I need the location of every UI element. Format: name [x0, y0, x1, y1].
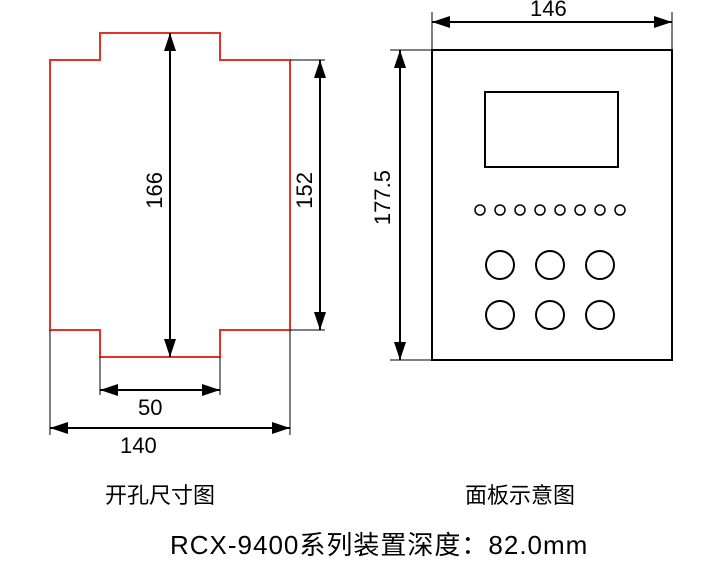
dim-177	[0, 0, 721, 567]
panel-diagram-title: 面板示意图	[465, 478, 575, 510]
bottom-caption: RCX-9400系列装置深度：82.0mm	[170, 525, 588, 562]
dim-177-label: 177.5	[370, 170, 396, 225]
